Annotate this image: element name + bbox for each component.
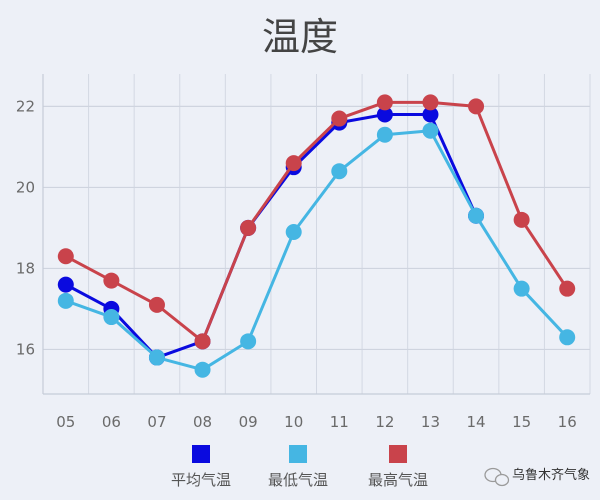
data-point (57, 276, 74, 293)
data-point (422, 106, 439, 123)
y-tick-label: 18 (16, 259, 35, 277)
data-point (240, 333, 257, 350)
data-point (194, 333, 211, 350)
legend-item: 平均气温 (171, 445, 231, 489)
data-point (468, 98, 485, 115)
series-line (65, 100, 569, 343)
data-point (376, 106, 393, 123)
legend-item: 最低气温 (268, 445, 328, 489)
y-tick-label: 20 (16, 178, 35, 196)
data-point (376, 126, 393, 143)
x-tick-label: 16 (558, 413, 577, 431)
x-tick-label: 13 (421, 413, 440, 431)
x-tick-label: 08 (193, 413, 212, 431)
data-point (148, 296, 165, 313)
data-point (240, 219, 257, 236)
legend-swatch (389, 445, 407, 463)
data-point (559, 329, 576, 346)
x-tick-label: 06 (102, 413, 121, 431)
x-tick-label: 07 (147, 413, 166, 431)
series-1 (57, 122, 576, 378)
legend: 平均气温 最低气温 最高气温 (171, 445, 428, 489)
watermark: 乌鲁木齐气象 (484, 467, 590, 487)
legend-swatch (192, 445, 210, 463)
data-point (57, 248, 74, 265)
series-line (65, 129, 569, 372)
data-point (422, 122, 439, 139)
data-point (285, 155, 302, 172)
data-point (513, 280, 530, 297)
data-point (148, 349, 165, 366)
data-point (331, 163, 348, 180)
data-point (559, 280, 576, 297)
data-point (468, 207, 485, 224)
wechat-icon (484, 467, 510, 487)
series-2 (57, 94, 576, 350)
data-point (422, 94, 439, 111)
data-point (103, 272, 120, 289)
y-tick-label: 22 (16, 97, 35, 115)
watermark-text: 乌鲁木齐气象 (512, 467, 590, 483)
data-point (103, 309, 120, 326)
data-point (285, 223, 302, 240)
x-tick-label: 14 (466, 413, 485, 431)
data-point (513, 211, 530, 228)
x-tick-label: 09 (239, 413, 258, 431)
legend-item: 最高气温 (368, 445, 428, 489)
data-point (194, 361, 211, 378)
legend-label: 平均气温 (171, 471, 231, 489)
legend-label: 最高气温 (368, 471, 428, 489)
x-tick-label: 11 (330, 413, 349, 431)
data-point (57, 292, 74, 309)
data-point (331, 110, 348, 127)
x-tick-label: 15 (512, 413, 531, 431)
x-tick-label: 10 (284, 413, 303, 431)
legend-swatch (289, 445, 307, 463)
data-point (376, 94, 393, 111)
chart-title: 温度 (262, 15, 338, 59)
plot-area: 16 18 20 22 05 06 07 08 09 10 11 12 13 14 15 16 (16, 74, 591, 431)
legend-label: 最低气温 (268, 471, 328, 489)
x-tick-label: 12 (375, 413, 394, 431)
x-tick-label: 05 (56, 413, 75, 431)
y-tick-label: 16 (16, 340, 35, 358)
